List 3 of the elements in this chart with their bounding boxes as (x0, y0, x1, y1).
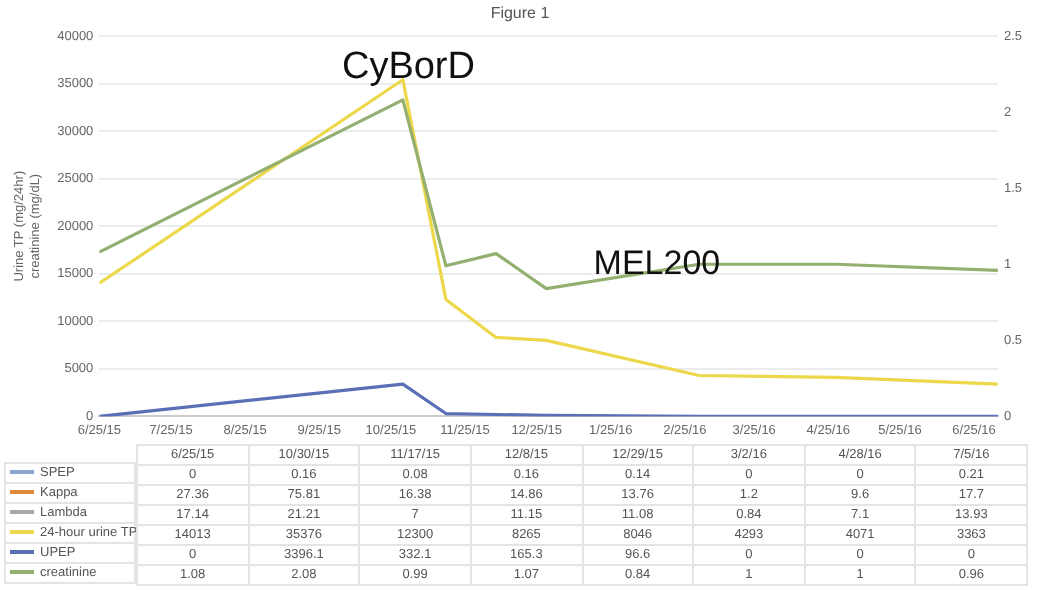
chart-title: Figure 1 (488, 4, 552, 22)
annotation: CyBorD (341, 45, 475, 88)
annotation: MEL200 (593, 243, 721, 282)
